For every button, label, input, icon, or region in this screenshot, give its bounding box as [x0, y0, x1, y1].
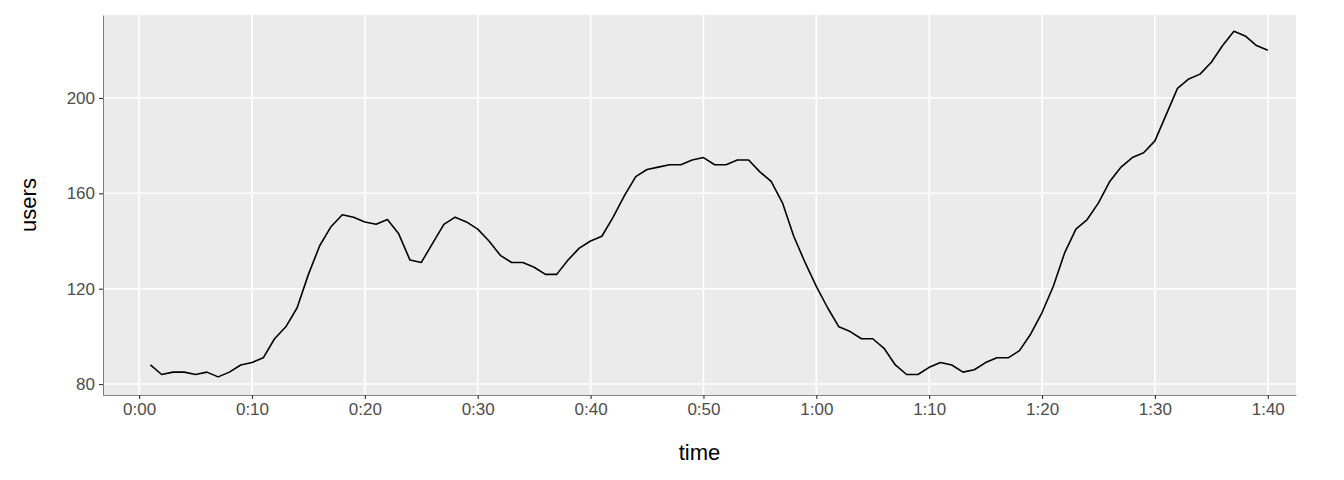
- y-axis: 80 120 160 200: [67, 16, 104, 396]
- x-tick-label: 0:20: [349, 400, 382, 419]
- y-axis-title: users: [16, 178, 41, 232]
- grid-line-x: [703, 15, 705, 395]
- y-tick: 200: [67, 89, 103, 108]
- x-tick-label: 0:40: [575, 400, 608, 419]
- x-axis: 0:00 0:10 0:20 0:30 0:40 0:50 1:00 1:10 1:20 1:30…: [104, 395, 1297, 419]
- grid-line-x: [138, 15, 140, 395]
- grid-line-x: [816, 15, 818, 395]
- x-tick: 1:10: [913, 395, 946, 419]
- x-tick-mark: [1042, 395, 1043, 399]
- y-tick-label: 120: [67, 280, 95, 299]
- y-tick-mark: [99, 193, 103, 194]
- plot: 0:00 0:10 0:20 0:30 0:40 0:50 1:00 1:10 1:20 1:30…: [67, 15, 1297, 419]
- grid-line-y: [103, 97, 1296, 99]
- grid-line-y: [103, 193, 1296, 195]
- line: [150, 31, 1267, 377]
- x-axis-title: time: [679, 440, 721, 465]
- x-axis-line: [104, 395, 1297, 396]
- x-tick-mark: [929, 395, 930, 399]
- y-tick-label: 80: [76, 375, 95, 394]
- y-tick: 80: [76, 375, 103, 394]
- x-tick-label: 1:40: [1252, 400, 1285, 419]
- x-tick-label: 0:50: [687, 400, 720, 419]
- x-tick: 0:00: [123, 395, 156, 419]
- y-tick: 120: [67, 280, 103, 299]
- x-tick: 0:30: [462, 395, 495, 419]
- grid-line-x: [1267, 15, 1269, 395]
- grid-line-y: [103, 383, 1296, 385]
- y-tick-label: 200: [67, 89, 95, 108]
- x-tick-mark: [591, 395, 592, 399]
- x-tick-label: 1:10: [913, 400, 946, 419]
- x-tick-label: 0:00: [123, 400, 156, 419]
- x-tick: 1:30: [1139, 395, 1172, 419]
- x-tick: 0:50: [687, 395, 720, 419]
- grid-line-x: [1041, 15, 1043, 395]
- y-tick-mark: [99, 289, 103, 290]
- y-tick-mark: [99, 98, 103, 99]
- x-tick-mark: [139, 395, 140, 399]
- x-tick: 1:40: [1252, 395, 1285, 419]
- grid-line-x: [251, 15, 253, 395]
- y-tick-label: 160: [67, 184, 95, 203]
- x-tick-mark: [478, 395, 479, 399]
- panel-background: [103, 15, 1296, 395]
- x-tick-mark: [365, 395, 366, 399]
- x-tick-label: 1:20: [1026, 400, 1059, 419]
- grid-line-x: [1154, 15, 1156, 395]
- x-tick-mark: [703, 395, 704, 399]
- x-tick-mark: [816, 395, 817, 399]
- chart: 0:00 0:10 0:20 0:30 0:40 0:50 1:00 1:10 1:20 1:30…: [0, 0, 1344, 480]
- grid-line-x: [364, 15, 366, 395]
- y-tick-mark: [99, 384, 103, 385]
- y-axis-line: [103, 16, 104, 396]
- y-tick: 160: [67, 184, 103, 203]
- x-tick: 0:10: [236, 395, 269, 419]
- x-tick-mark: [252, 395, 253, 399]
- x-tick-label: 1:30: [1139, 400, 1172, 419]
- x-tick-label: 0:10: [236, 400, 269, 419]
- grid-line-x: [928, 15, 930, 395]
- x-tick: 0:40: [575, 395, 608, 419]
- x-tick: 1:00: [800, 395, 833, 419]
- x-tick-label: 0:30: [462, 400, 495, 419]
- grid-line-x: [590, 15, 592, 395]
- grid-line-y: [103, 288, 1296, 290]
- x-tick-mark: [1155, 395, 1156, 399]
- x-tick-mark: [1268, 395, 1269, 399]
- data-layer: [150, 31, 1267, 377]
- x-tick: 1:20: [1026, 395, 1059, 419]
- x-tick: 0:20: [349, 395, 382, 419]
- grid-line-x: [477, 15, 479, 395]
- x-tick-label: 1:00: [800, 400, 833, 419]
